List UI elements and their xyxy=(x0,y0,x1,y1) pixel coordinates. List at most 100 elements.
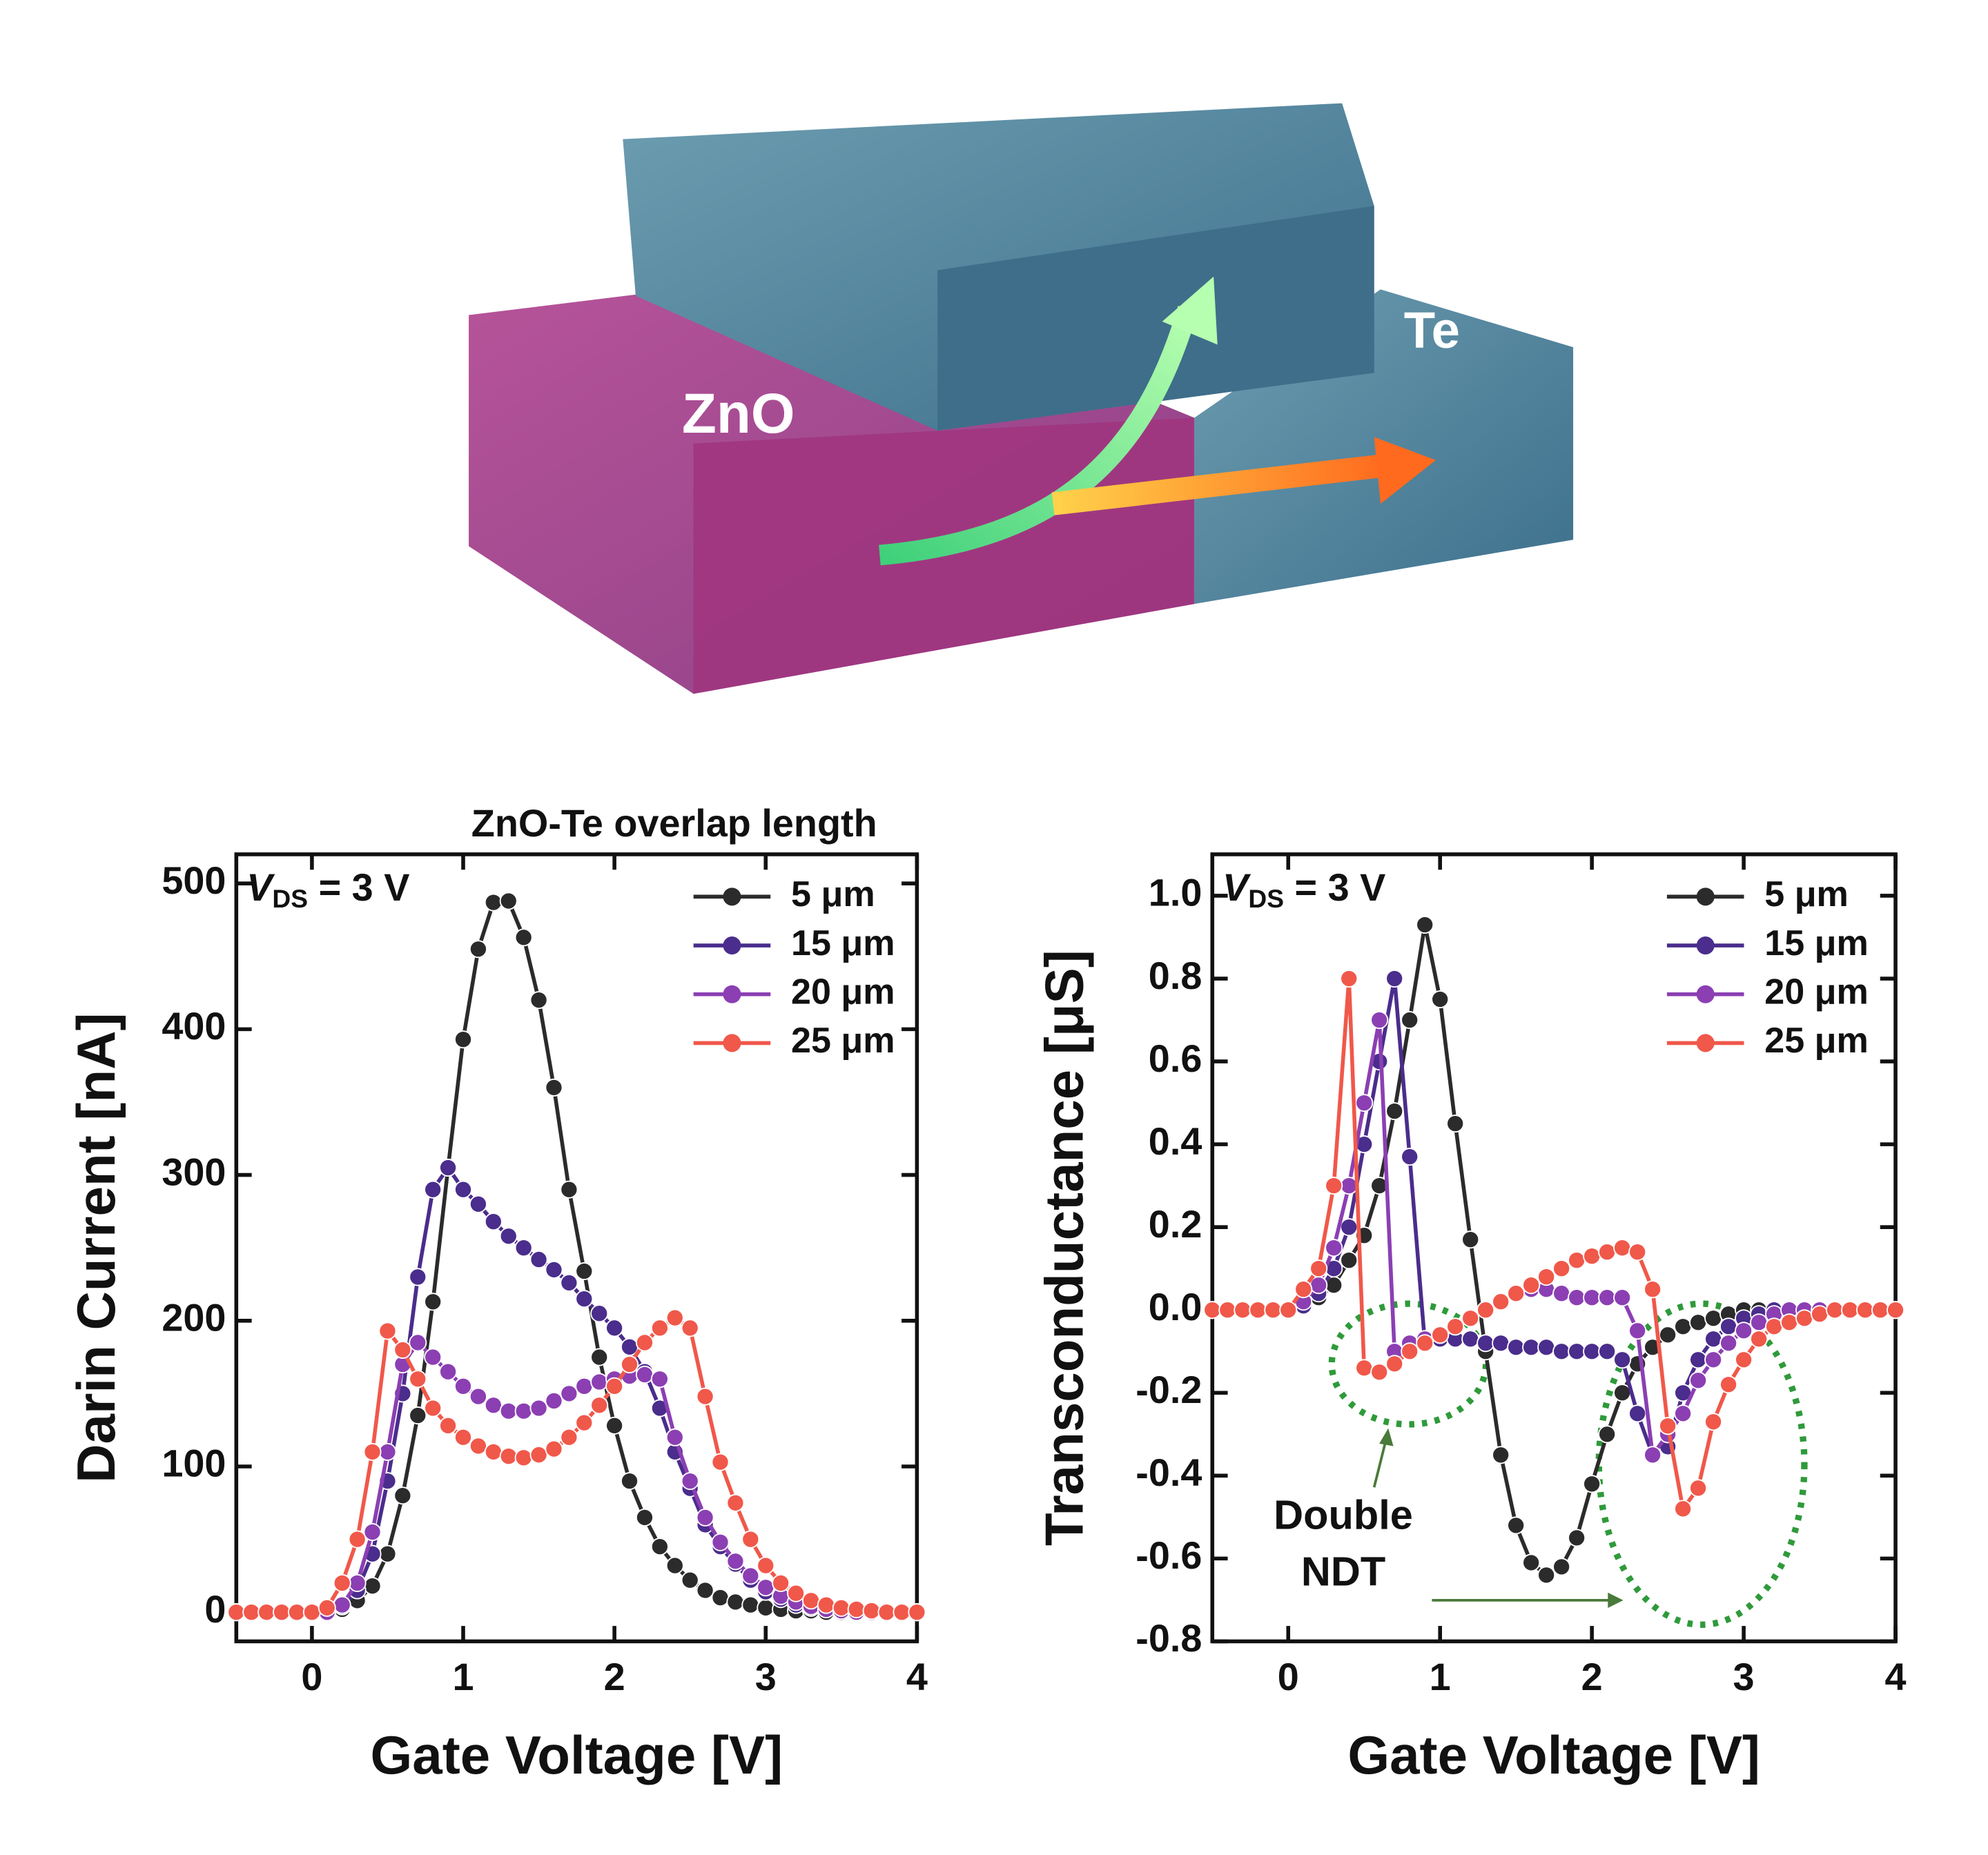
data-point xyxy=(1719,1375,1738,1394)
data-point xyxy=(1234,1301,1252,1319)
condition-text: = 3 V xyxy=(1284,865,1385,909)
data-point xyxy=(363,1577,382,1596)
data-point xyxy=(1552,1558,1571,1576)
legend-marker xyxy=(723,985,741,1003)
legend-marker xyxy=(1696,936,1715,955)
ndt-ellipse xyxy=(1595,1300,1808,1628)
series-line xyxy=(236,1315,917,1614)
arrowhead-green xyxy=(1162,276,1218,345)
data-point xyxy=(1446,1115,1465,1133)
x-tick-label: 1 xyxy=(1430,1655,1451,1698)
arrow-green xyxy=(879,306,1198,566)
data-point xyxy=(1522,1276,1541,1295)
data-point xyxy=(1674,1404,1693,1423)
data-point xyxy=(621,1472,639,1491)
data-point xyxy=(454,1377,473,1395)
data-point xyxy=(635,1508,654,1527)
data-point xyxy=(1719,1317,1738,1336)
y-tick-label: 0.4 xyxy=(1149,1119,1202,1163)
data-point xyxy=(711,1453,730,1471)
data-point xyxy=(242,1603,261,1622)
data-point xyxy=(454,1180,473,1199)
data-point xyxy=(287,1603,306,1622)
data-point xyxy=(726,1593,745,1611)
data-point xyxy=(787,1584,806,1602)
data-point xyxy=(318,1598,336,1617)
data-point xyxy=(409,1333,427,1352)
legend-label: 15 μm xyxy=(1764,923,1869,963)
y-tick-label: 0.0 xyxy=(1149,1285,1202,1328)
x-tick-label: 4 xyxy=(1885,1655,1907,1698)
data-point xyxy=(862,1602,881,1620)
condition: VDS = 3 V xyxy=(1222,865,1385,913)
data-point xyxy=(650,1538,669,1556)
data-point xyxy=(348,1530,367,1549)
data-point xyxy=(1735,1322,1753,1340)
x-axis-title: Gate Voltage [V] xyxy=(1347,1725,1760,1785)
y-tick-label: -0.2 xyxy=(1136,1368,1202,1411)
data-point xyxy=(1704,1413,1723,1431)
data-point xyxy=(650,1370,669,1388)
data-point xyxy=(847,1600,866,1618)
data-point xyxy=(424,1399,442,1417)
data-point xyxy=(393,1341,412,1360)
y-tick-label: 500 xyxy=(162,858,226,902)
data-point xyxy=(499,1227,518,1246)
data-point xyxy=(1628,1404,1647,1423)
data-point xyxy=(1750,1330,1768,1348)
y-tick-label: 300 xyxy=(162,1150,226,1193)
data-point xyxy=(650,1319,669,1337)
data-point xyxy=(1659,1417,1677,1435)
data-point xyxy=(1492,1334,1510,1353)
data-point xyxy=(424,1348,442,1366)
data-point xyxy=(1461,1230,1480,1249)
chart-title: ZnO-Te overlap length xyxy=(471,801,877,845)
data-point xyxy=(439,1159,458,1177)
data-point xyxy=(1325,1239,1343,1257)
data-point xyxy=(1598,1342,1617,1361)
data-point xyxy=(741,1530,760,1549)
data-point xyxy=(1795,1309,1814,1328)
data-point xyxy=(757,1598,775,1617)
x-tick-label: 4 xyxy=(906,1655,928,1698)
data-point xyxy=(832,1598,850,1617)
y-tick-label: -0.4 xyxy=(1136,1451,1202,1494)
data-point xyxy=(575,1262,594,1281)
data-point xyxy=(1811,1305,1829,1324)
condition-symbol: V xyxy=(246,865,275,909)
data-point xyxy=(1659,1326,1677,1344)
data-point xyxy=(1583,1342,1601,1361)
data-point xyxy=(681,1472,699,1491)
data-point xyxy=(1704,1309,1723,1328)
data-point xyxy=(529,1446,548,1464)
data-point xyxy=(635,1333,654,1352)
data-point xyxy=(1552,1284,1571,1303)
data-point xyxy=(1674,1317,1693,1336)
data-point xyxy=(1401,1148,1419,1166)
data-point xyxy=(1340,1177,1358,1195)
y-tick-label: 0.8 xyxy=(1149,954,1202,997)
data-point xyxy=(484,893,503,912)
data-point xyxy=(1826,1301,1844,1319)
data-point xyxy=(1583,1247,1601,1266)
annotation-arrowhead xyxy=(1608,1592,1624,1609)
data-point xyxy=(1325,1177,1343,1195)
data-point xyxy=(469,1195,487,1213)
data-point xyxy=(575,1290,594,1308)
x-tick-label: 0 xyxy=(1278,1655,1299,1698)
data-point xyxy=(726,1493,745,1512)
data-point xyxy=(1568,1288,1586,1307)
data-point xyxy=(1841,1301,1860,1319)
legend-marker xyxy=(1696,887,1715,906)
x-axis-title: Gate Voltage [V] xyxy=(371,1725,783,1785)
arrowhead-orange xyxy=(1374,437,1436,504)
data-point xyxy=(378,1322,397,1340)
y-tick-label: 0 xyxy=(204,1587,226,1631)
data-point xyxy=(1522,1338,1541,1357)
data-point xyxy=(681,1571,699,1589)
data-point xyxy=(545,1440,563,1458)
x-tick-label: 2 xyxy=(604,1655,625,1698)
data-point xyxy=(1552,1342,1571,1361)
legend-marker xyxy=(1696,985,1715,1003)
legend-marker xyxy=(723,887,741,906)
